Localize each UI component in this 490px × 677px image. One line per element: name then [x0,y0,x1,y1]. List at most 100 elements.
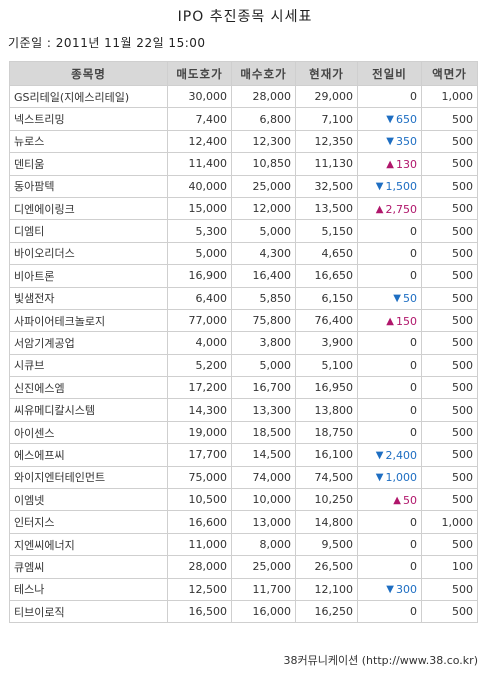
ask-price-cell: 17,700 [167,443,232,467]
table-row: 씨유메디칼시스템 14,300 13,300 13,800 0 500 [9,398,478,422]
bid-price-cell: 13,000 [231,510,296,534]
ask-price-cell: 4,000 [167,331,232,355]
change-amount: 0 [410,336,417,350]
change-value: 0 [410,560,417,573]
table-row: 신진에스엠 17,200 16,700 16,950 0 500 [9,376,478,400]
table-row: 빛샘전자 6,400 5,850 6,150 ▼ 50 500 [9,286,478,310]
stock-name-cell: 이엠넷 [9,488,168,512]
change-cell: 0 [357,84,422,109]
change-cell: 0 [357,241,422,266]
current-price-cell: 6,150 [295,286,358,310]
change-cell: ▲ 50 [357,488,422,512]
table-row: 시큐브 5,200 5,000 5,100 0 500 [9,353,478,378]
source-footer: 38커뮤니케이션 (http://www.38.co.kr) [283,654,478,667]
stock-name-cell: 뉴로스 [9,129,168,154]
current-price-cell: 74,500 [295,465,358,490]
change-amount: 350 [396,135,417,149]
ipo-price-table: 종목명 매도호가 매수호가 현재가 전일비 액면가 GS리테일(지에스리테일) 3… [9,61,478,624]
par-value-cell: 100 [421,555,478,579]
table-row: 디엔에이링크 15,000 12,000 13,500 ▲ 2,750 500 [9,196,478,221]
triangle-up-icon: ▲ [375,203,384,215]
triangle-down-icon: ▼ [375,449,384,461]
par-value-cell: 1,000 [421,84,478,109]
ask-price-cell: 12,400 [167,129,232,154]
bid-price-cell: 8,000 [231,532,296,557]
change-amount: 130 [396,157,417,171]
table-row: GS리테일(지에스리테일) 30,000 28,000 29,000 0 1,000 [9,84,478,109]
ask-price-cell: 40,000 [167,174,232,198]
ask-price-cell: 5,200 [167,353,232,378]
table-row: 서암기계공업 4,000 3,800 3,900 0 500 [9,331,478,355]
change-cell: 0 [357,599,422,624]
stock-name-cell: 덴티움 [9,152,168,176]
par-value-cell: 500 [421,532,478,557]
stock-name-cell: 디엠티 [9,219,168,243]
par-value-cell: 500 [421,308,478,333]
par-value-cell: 500 [421,420,478,445]
table-row: 아이센스 19,000 18,500 18,750 0 500 [9,420,478,445]
stock-name-cell: 바이오리더스 [9,241,168,266]
change-cell: ▼ 1,500 [357,174,422,198]
current-price-cell: 7,100 [295,107,358,131]
current-price-cell: 12,100 [295,577,358,601]
ask-price-cell: 11,400 [167,152,232,176]
table-row: 티브이로직 16,500 16,000 16,250 0 500 [9,599,478,624]
bid-price-cell: 5,850 [231,286,296,310]
change-cell: ▲ 130 [357,152,422,176]
table-row: 와이지엔터테인먼트 75,000 74,000 74,500 ▼ 1,000 500 [9,465,478,490]
stock-name-cell: 에스에프씨 [9,443,168,467]
bid-price-cell: 13,300 [231,398,296,422]
change-amount: 0 [410,269,417,283]
change-value: ▼ 50 [393,292,417,305]
ask-price-cell: 28,000 [167,555,232,579]
stock-name-cell: 와이지엔터테인먼트 [9,465,168,490]
current-price-cell: 13,800 [295,398,358,422]
current-price-cell: 10,250 [295,488,358,512]
bid-price-cell: 12,300 [231,129,296,154]
stock-name-cell: 동아팜텍 [9,174,168,198]
change-value: ▼ 650 [386,113,417,126]
par-value-cell: 1,000 [421,510,478,534]
triangle-down-icon: ▼ [386,584,394,596]
change-amount: 50 [403,493,417,507]
change-cell: ▼ 2,400 [357,443,422,467]
change-value: 0 [410,90,417,103]
current-price-cell: 5,150 [295,219,358,243]
change-value: 0 [410,381,417,394]
bid-price-cell: 28,000 [231,84,296,109]
par-value-cell: 500 [421,577,478,601]
change-amount: 2,750 [385,202,418,216]
change-value: 0 [410,225,417,238]
change-cell: 0 [357,376,422,400]
change-cell: ▲ 2,750 [357,196,422,221]
bid-price-cell: 16,400 [231,264,296,288]
bid-price-cell: 14,500 [231,443,296,467]
change-cell: ▲ 150 [357,308,422,333]
table-row: 큐엠씨 28,000 25,000 26,500 0 100 [9,555,478,579]
triangle-down-icon: ▼ [386,114,394,126]
ask-price-cell: 30,000 [167,84,232,109]
table-row: 사파이어테크놀로지 77,000 75,800 76,400 ▲ 150 500 [9,308,478,333]
bid-price-cell: 6,800 [231,107,296,131]
table-row: 넥스트리밍 7,400 6,800 7,100 ▼ 650 500 [9,107,478,131]
bid-price-cell: 10,000 [231,488,296,512]
table-row: 뉴로스 12,400 12,300 12,350 ▼ 350 500 [9,129,478,154]
table-row: 동아팜텍 40,000 25,000 32,500 ▼ 1,500 500 [9,174,478,198]
change-cell: 0 [357,510,422,534]
stock-name-cell: 디엔에이링크 [9,196,168,221]
change-cell: 0 [357,331,422,355]
change-value: 0 [410,538,417,551]
triangle-down-icon: ▼ [375,472,384,484]
current-price-cell: 4,650 [295,241,358,266]
change-value: ▼ 350 [386,135,417,148]
bid-price-cell: 25,000 [231,174,296,198]
triangle-down-icon: ▼ [375,181,384,193]
bid-price-cell: 18,500 [231,420,296,445]
ask-price-cell: 17,200 [167,376,232,400]
stock-name-cell: 비아트론 [9,264,168,288]
change-amount: 0 [410,90,417,104]
ask-price-cell: 7,400 [167,107,232,131]
change-value: 0 [410,247,417,260]
header-par-value: 액면가 [421,61,478,86]
stock-name-cell: 씨유메디칼시스템 [9,398,168,422]
